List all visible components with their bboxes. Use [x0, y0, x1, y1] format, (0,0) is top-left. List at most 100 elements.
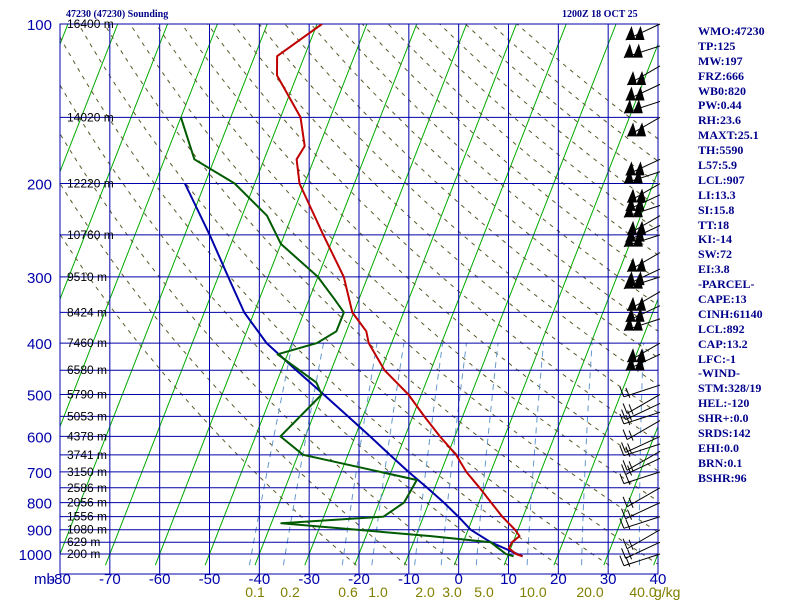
- mixing-ratio-unit: g/kg: [654, 584, 680, 600]
- mixing-ratio-label: 0.2: [280, 584, 300, 600]
- mixing-ratio-line: [440, 343, 467, 566]
- wind-barb-flag: [632, 43, 643, 58]
- isotherm-line: [603, 425, 658, 566]
- isotherm-line: [553, 297, 658, 566]
- temperature-tick-label: -20: [348, 571, 370, 588]
- temperature-tick-label: -40: [248, 571, 270, 588]
- wind-barb: [623, 203, 661, 218]
- wind-barb-feather: [628, 404, 634, 415]
- index-item: STM:328/19: [698, 381, 762, 396]
- wind-barb-flag: [627, 188, 638, 203]
- index-item: -WIND-: [698, 366, 740, 381]
- wind-barb-flag: [627, 257, 638, 272]
- height-label: 5790 m: [67, 387, 107, 401]
- dewpoint-curve: [179, 116, 514, 558]
- dry-adiabat-lines: [60, 24, 658, 566]
- wind-barb-feather: [619, 445, 625, 456]
- index-item: MAXT:25.1: [698, 128, 759, 143]
- wind-barb-flag: [634, 356, 645, 371]
- wind-barb: [623, 232, 661, 248]
- wind-barb: [619, 411, 661, 426]
- temperature-tick-label: -80: [49, 571, 71, 588]
- sounding-curves: [179, 24, 524, 558]
- wind-barb-flag: [625, 86, 636, 101]
- wind-barb-feather: [619, 555, 625, 566]
- wind-barb: [619, 471, 661, 485]
- index-item: HEL:-120: [698, 396, 750, 411]
- wind-barb-flag: [627, 122, 638, 137]
- wind-barb-flag: [632, 169, 643, 184]
- mixing-ratio-line: [638, 343, 644, 566]
- wind-barb-staff: [626, 529, 661, 550]
- wind-barb-staff: [623, 443, 661, 457]
- wind-barb-feather: [621, 508, 627, 519]
- pressure-label: 1000: [19, 547, 52, 564]
- wind-barb-staff: [623, 471, 661, 485]
- wind-barb: [625, 83, 661, 101]
- wind-barb: [626, 65, 661, 86]
- wind-barb: [619, 553, 661, 567]
- height-label: 8424 m: [67, 305, 107, 319]
- isotherm-line: [60, 24, 69, 46]
- pressure-label: 200: [27, 177, 52, 194]
- height-label: 9510 m: [67, 270, 107, 284]
- isotherm-line: [60, 24, 169, 301]
- temperature-tick-label: 0: [454, 571, 462, 588]
- wind-barb-flag: [634, 86, 645, 101]
- mixing-ratio-line: [526, 343, 544, 566]
- wind-barb-flag: [623, 274, 634, 289]
- dry-adiabat-line: [60, 36, 559, 566]
- wind-barb: [626, 291, 661, 312]
- temperature-tick-label: 10: [500, 571, 517, 588]
- height-label: 6580 m: [67, 363, 107, 377]
- dry-adiabat-line: [60, 182, 408, 566]
- wind-barb-feather: [627, 549, 633, 560]
- wind-barb: [625, 158, 661, 176]
- index-item: LI:13.3: [698, 187, 736, 202]
- wind-barb-feather: [622, 460, 628, 471]
- index-item: LCL:892: [698, 321, 745, 336]
- mixing-ratio-label: 1.0: [368, 584, 388, 600]
- wind-barb: [622, 420, 661, 441]
- temperature-tick-label: 30: [600, 571, 617, 588]
- indices-panel: WMO:47230 TP:125 MW:197 FRZ:666 WB0:820 PW:0.…: [698, 24, 765, 486]
- isotherm-line: [60, 24, 268, 556]
- mixing-ratio-line: [581, 343, 593, 566]
- pressure-labels: 100 200 300 400 500 600 700 800 900 1000: [19, 17, 52, 564]
- wind-barb-flag: [623, 232, 634, 247]
- index-item: -PARCEL-: [698, 277, 755, 292]
- height-label: 16400 m: [67, 17, 114, 31]
- dry-adiabat-line: [60, 233, 357, 566]
- wind-barb-flag: [625, 161, 636, 176]
- index-item: FRZ:666: [698, 68, 744, 83]
- temperature-tick-label: -50: [199, 571, 221, 588]
- wind-barb: [621, 457, 661, 476]
- isotherm-line: [104, 24, 318, 566]
- wind-barb: [623, 169, 661, 184]
- index-item: EHI:0.0: [698, 440, 740, 455]
- plot-frame: [59, 23, 659, 575]
- index-item: SHR+:0.0: [698, 411, 749, 426]
- wind-barb: [622, 487, 661, 508]
- wind-barb: [626, 183, 661, 203]
- wind-barb-flag: [625, 196, 636, 211]
- wind-barb-flag: [623, 99, 634, 114]
- pressure-label: 500: [27, 387, 52, 404]
- wind-barb-flag: [625, 26, 636, 41]
- index-item: EI:3.8: [698, 262, 730, 277]
- dry-adiabat-line: [103, 24, 658, 565]
- wind-barb: [619, 384, 661, 398]
- wind-barb-staff: [625, 403, 661, 420]
- wind-barb-flag: [632, 99, 643, 114]
- wind-barb-feather: [627, 509, 633, 520]
- index-item: KI:-14: [698, 232, 732, 247]
- wind-barb-flag: [636, 70, 647, 85]
- temperature-tick-label: -70: [99, 571, 121, 588]
- wind-barb-flag: [636, 296, 647, 311]
- isotherm-line: [154, 24, 368, 566]
- parcel-curve: [183, 183, 524, 558]
- isotherm-lines: [60, 24, 658, 566]
- wind-barb: [619, 443, 661, 457]
- wind-barbs: [619, 23, 661, 567]
